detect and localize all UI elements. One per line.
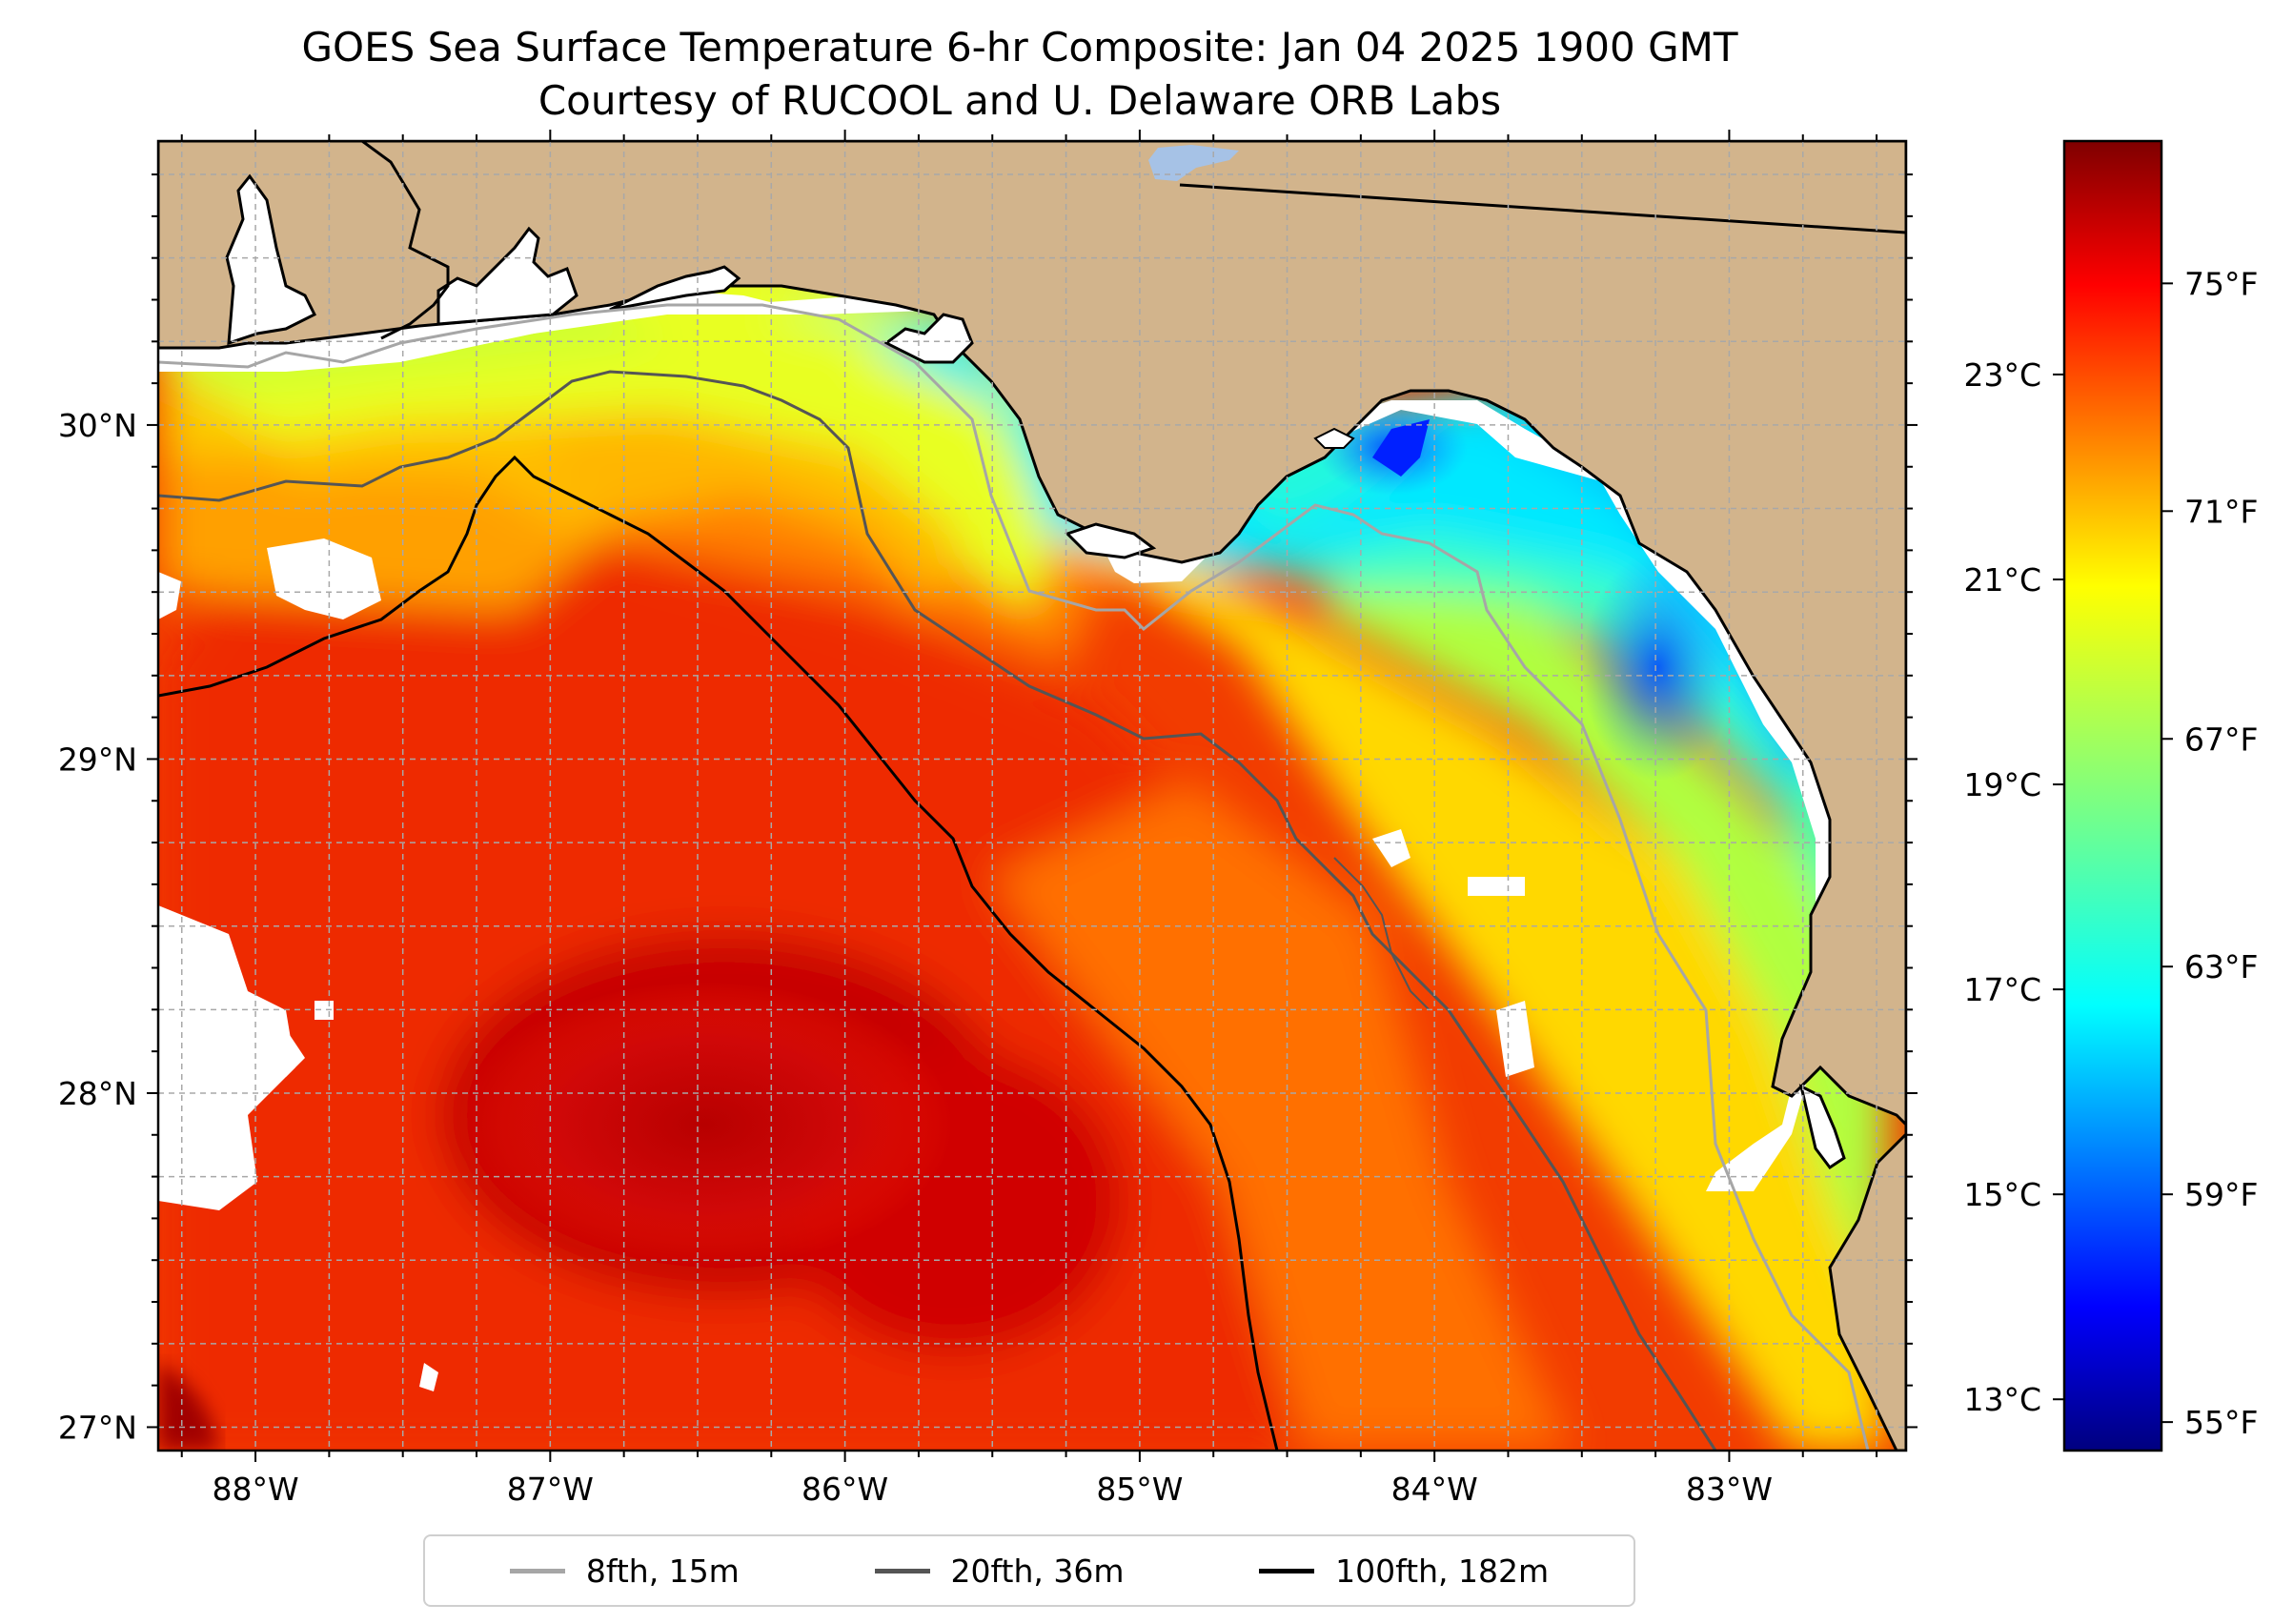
legend-item-20fth: 20fth, 36m	[874, 1552, 1125, 1590]
lon-tick-label: 85°W	[1096, 1471, 1183, 1508]
isobath-20fth-line	[158, 370, 1717, 1451]
mobile-bay	[225, 173, 317, 346]
colorbar-c-tick-label: 23°C	[1963, 356, 2041, 394]
lake-seminole	[1148, 145, 1239, 181]
map-axis-ticks: 88°W 87°W 86°W 85°W 84°W 83°W 27°N 28°N 29°N 30°N	[58, 130, 1918, 1508]
chart-subtitle: Courtesy of RUCOOL and U. Delaware ORB L…	[538, 77, 1502, 124]
lat-tick-label: 28°N	[58, 1075, 137, 1112]
state-border-line	[1179, 183, 1906, 234]
legend-swatch-100fth	[1259, 1568, 1315, 1573]
chart-title: GOES Sea Surface Temperature 6-hr Compos…	[301, 24, 1738, 71]
apalachicola-bay	[1065, 522, 1157, 559]
colorbar-c-tick-label: 13°C	[1963, 1381, 2041, 1418]
legend-label-8fth: 8fth, 15m	[585, 1552, 740, 1590]
legend-swatch-8fth	[509, 1568, 565, 1573]
colorbar-c-tick-label: 21°C	[1963, 561, 2041, 599]
map-frame	[156, 139, 1908, 1452]
colorbar-f-tick-label: 55°F	[2184, 1404, 2258, 1441]
map-area	[158, 141, 1906, 1451]
isobath-100fth-line	[158, 455, 1279, 1451]
lat-tick-label: 27°N	[58, 1409, 137, 1446]
map-gridlines	[158, 141, 1906, 1451]
state-border-al-fl	[361, 141, 450, 340]
lon-tick-label: 83°W	[1686, 1471, 1773, 1508]
colorbar-c-tick-label: 19°C	[1963, 766, 2041, 803]
colorbar-f-tick-label: 59°F	[2184, 1176, 2258, 1213]
colorbar-c-tick-label: 15°C	[1963, 1176, 2041, 1213]
lat-tick-label: 29°N	[58, 741, 137, 778]
lon-tick-label: 86°W	[802, 1471, 888, 1508]
legend-label-20fth: 20fth, 36m	[950, 1552, 1125, 1590]
land-mass	[158, 141, 1906, 1451]
tampa-bay	[1798, 1084, 1846, 1170]
st-andrews-bay	[883, 313, 974, 364]
colorbar-ticks: 55°F 59°F 63°F 67°F 71°F 75°F 13°C 15°C 17°C 19°C…	[1963, 265, 2258, 1441]
legend-item-100fth: 100fth, 182m	[1259, 1553, 1549, 1590]
legend-swatch-20fth	[874, 1568, 930, 1573]
legend-label-100fth: 100fth, 182m	[1335, 1552, 1550, 1590]
warm-water-core	[457, 982, 953, 1268]
lat-tick-label: 30°N	[58, 407, 137, 444]
colorbar-frame	[2062, 139, 2163, 1452]
colorbar: 55°F 59°F 63°F 67°F 71°F 75°F 13°C 15°C 17°C 19°C…	[1963, 139, 2258, 1452]
lon-tick-label: 88°W	[212, 1471, 298, 1508]
choctawhatchee-bay	[609, 265, 741, 312]
isobath-8fth-line	[158, 303, 1870, 1451]
lon-tick-label: 84°W	[1391, 1471, 1478, 1508]
legend-item-8fth: 8fth, 15m	[509, 1552, 740, 1590]
colorbar-gradient	[2064, 141, 2161, 1451]
colorbar-f-tick-label: 67°F	[2184, 721, 2258, 758]
colorbar-f-tick-label: 75°F	[2184, 265, 2258, 302]
colorbar-f-tick-label: 63°F	[2184, 948, 2258, 985]
colorbar-c-tick-label: 17°C	[1963, 971, 2041, 1008]
pensacola-bay	[436, 226, 578, 326]
isobath-legend: 8fth, 15m 20fth, 36m 100fth, 182m	[423, 1534, 1635, 1607]
lon-tick-label: 87°W	[507, 1471, 594, 1508]
colorbar-f-tick-label: 71°F	[2184, 493, 2258, 530]
